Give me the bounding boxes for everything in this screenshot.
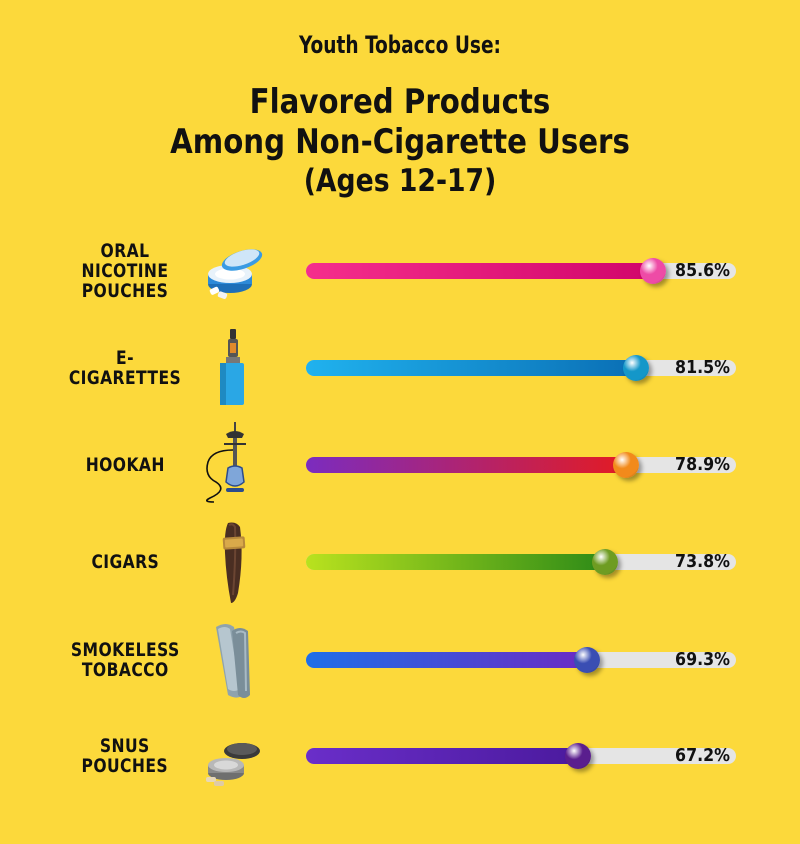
bar <box>306 457 626 473</box>
bar <box>306 360 637 376</box>
bar-row: SMOKELESS TOBACCO 69.3% <box>0 615 800 705</box>
category-label: CIGARS <box>50 517 200 607</box>
bar-track <box>306 743 736 769</box>
hookah-icon <box>198 420 272 510</box>
cigar-icon <box>198 517 272 607</box>
vape-mod-icon <box>198 323 272 413</box>
value-label: 73.8% <box>675 551 730 572</box>
chart-pretitle: Youth Tobacco Use: <box>299 31 501 59</box>
bar-end-marker <box>623 355 650 381</box>
category-label: SMOKELESS TOBACCO <box>50 615 200 705</box>
category-label-text: CIGARS <box>91 551 159 573</box>
chart-subtitle: (Ages 12-17) <box>303 163 497 199</box>
bar-end-marker <box>639 258 666 284</box>
bar-end-marker <box>565 743 592 769</box>
chart-title-line-2: Among Non-Cigarette Users <box>170 122 630 162</box>
category-label-text: E-CIGARETTES <box>68 347 182 389</box>
bar-track <box>306 355 736 381</box>
bar <box>306 748 579 764</box>
nicotine-pouch-tin-icon <box>198 226 272 316</box>
bar-end-marker <box>591 549 618 575</box>
bar-row: ORAL NICOTINE POUCHES 85.6% <box>0 226 800 316</box>
bar-track <box>306 258 736 284</box>
category-label: HOOKAH <box>50 420 200 510</box>
snus-tin-icon <box>198 711 272 801</box>
value-label: 81.5% <box>675 357 730 378</box>
category-label-text: ORAL NICOTINE POUCHES <box>81 240 169 302</box>
bar-end-marker <box>573 647 600 673</box>
chart-title-line-1: Flavored Products <box>249 82 551 122</box>
category-label: ORAL NICOTINE POUCHES <box>50 226 200 316</box>
bar-row: CIGARS 73.8% <box>0 517 800 607</box>
bar-track <box>306 549 736 575</box>
bar-row: E-CIGARETTES 81.5% <box>0 323 800 413</box>
bar <box>306 263 653 279</box>
chart-title: Flavored Products Among Non-Cigarette Us… <box>56 82 744 162</box>
category-label-text: HOOKAH <box>85 454 165 476</box>
bar-row: SNUS POUCHES 67.2% <box>0 711 800 801</box>
category-label-text: SNUS POUCHES <box>81 735 169 777</box>
value-label: 85.6% <box>675 260 730 281</box>
bar-track <box>306 647 736 673</box>
bar <box>306 554 605 570</box>
value-label: 78.9% <box>675 454 730 475</box>
bar-end-marker <box>612 452 639 478</box>
value-label: 67.2% <box>675 745 730 766</box>
category-label: SNUS POUCHES <box>50 711 200 801</box>
category-label: E-CIGARETTES <box>50 323 200 413</box>
category-label-text: SMOKELESS TOBACCO <box>70 639 180 681</box>
bar-row: HOOKAH 78.9% <box>0 420 800 510</box>
bar-track <box>306 452 736 478</box>
bar <box>306 652 587 668</box>
smokeless-tobacco-can-icon <box>198 615 272 705</box>
value-label: 69.3% <box>675 649 730 670</box>
